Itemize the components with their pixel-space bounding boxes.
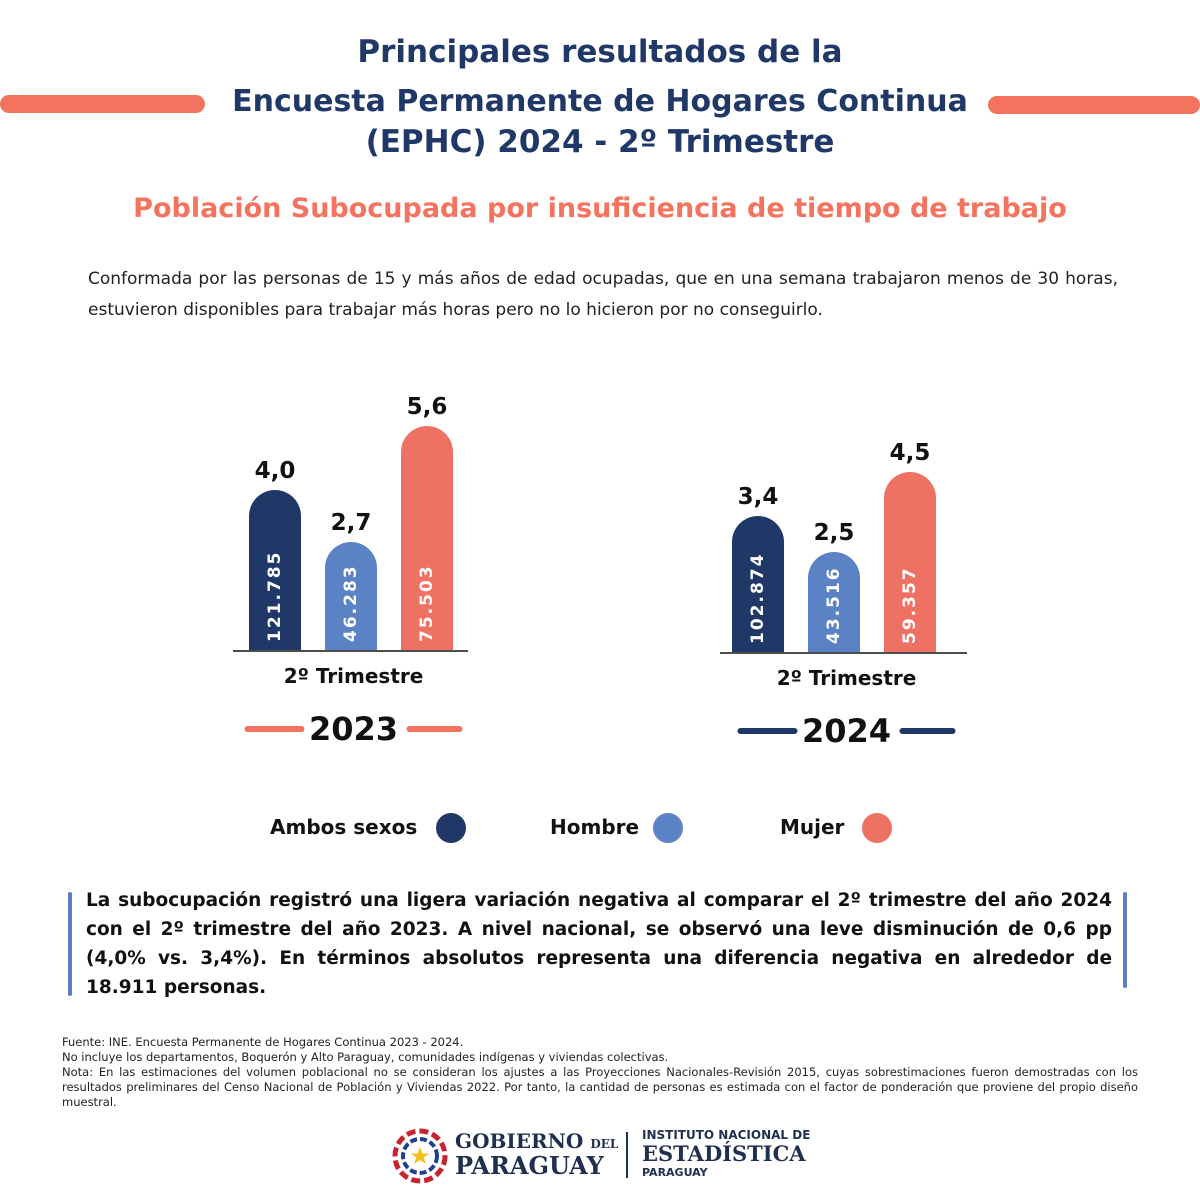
bar-2024-0	[732, 516, 784, 652]
chart-2023: 4,0 121.785 2,7 46.283 5,6 75.503 2º Trimestre…	[233, 394, 468, 748]
year-label-2023: 2023	[309, 710, 398, 748]
ine-line3: PARAGUAY	[642, 1166, 708, 1179]
legend-dot-ambos	[436, 813, 466, 843]
footer-nota: Nota: En las estimaciones del volumen po…	[62, 1065, 1138, 1109]
count-label-2023-0: 121.785	[265, 551, 285, 642]
xlabel-2024: 2º Trimestre	[777, 666, 917, 690]
rate-label-2024-1: 2,5	[814, 520, 855, 546]
legend-dot-mujer	[862, 813, 892, 843]
chart-subtitle: Población Subocupada por insuficiencia d…	[133, 193, 1067, 224]
year-label-2024: 2024	[802, 712, 891, 750]
count-label-2023-1: 46.283	[341, 564, 361, 642]
rate-label-2023-0: 4,0	[255, 458, 296, 484]
rate-label-2024-2: 4,5	[890, 440, 931, 466]
legend-label-mujer: Mujer	[780, 815, 845, 839]
title-line-3: (EPHC) 2024 - 2º Trimestre	[365, 124, 835, 160]
rate-label-2023-1: 2,7	[331, 510, 372, 536]
bar-2023-0	[249, 490, 301, 650]
title-line-1: Principales resultados de la	[357, 34, 843, 70]
gobierno-logo-text: GOBIERNO DEL PARAGUAY	[455, 1130, 618, 1178]
decor-line-left	[0, 95, 205, 113]
rate-label-2024-0: 3,4	[738, 484, 779, 510]
legend-label-ambos: Ambos sexos	[270, 815, 418, 839]
xlabel-2023: 2º Trimestre	[284, 664, 424, 688]
count-label-2024-0: 102.874	[748, 553, 768, 644]
bar-2023-2	[401, 426, 453, 650]
bar-2024-1	[808, 552, 860, 652]
summary-bar-right	[1123, 892, 1127, 988]
logo-divider	[626, 1132, 628, 1178]
bar-charts: 4,0 121.785 2,7 46.283 5,6 75.503 2º Trimestre…	[233, 394, 967, 750]
title-line-2: Encuesta Permanente de Hogares Continua	[232, 84, 968, 119]
decor-line-right	[988, 96, 1200, 114]
ine-line2: ESTADÍSTICA	[642, 1141, 806, 1166]
count-label-2023-2: 75.503	[417, 564, 437, 642]
gobierno-line1: GOBIERNO	[455, 1129, 584, 1153]
count-label-2024-1: 43.516	[824, 566, 844, 644]
legend-dot-hombre	[653, 813, 683, 843]
legend-label-hombre: Hombre	[550, 815, 640, 839]
ine-logo-text: INSTITUTO NACIONAL DE ESTADÍSTICA PARAGU…	[642, 1128, 810, 1179]
intro-text: Conformada por las personas de 15 y más …	[88, 269, 1118, 320]
summary-bar-left	[68, 892, 72, 996]
bar-2023-1	[325, 542, 377, 650]
rate-label-2023-2: 5,6	[407, 394, 448, 420]
gobierno-seal-icon	[392, 1128, 448, 1184]
summary-text: La subocupación registró una ligera vari…	[86, 890, 1112, 998]
gobierno-del: DEL	[590, 1137, 619, 1151]
bar-2024-2	[884, 472, 936, 652]
chart-2024: 3,4 102.874 2,5 43.516 4,5 59.357 2º Trimestre…	[720, 440, 967, 750]
footer-notes: Fuente: INE. Encuesta Permanente de Hoga…	[62, 1035, 1138, 1110]
footer-incluye: No incluye los departamentos, Boquerón y…	[62, 1050, 669, 1064]
ine-line1: INSTITUTO NACIONAL DE	[642, 1128, 811, 1142]
count-label-2024-2: 59.357	[900, 566, 920, 644]
footer-fuente: Fuente: INE. Encuesta Permanente de Hoga…	[62, 1035, 464, 1049]
gobierno-line2: PARAGUAY	[455, 1151, 604, 1180]
